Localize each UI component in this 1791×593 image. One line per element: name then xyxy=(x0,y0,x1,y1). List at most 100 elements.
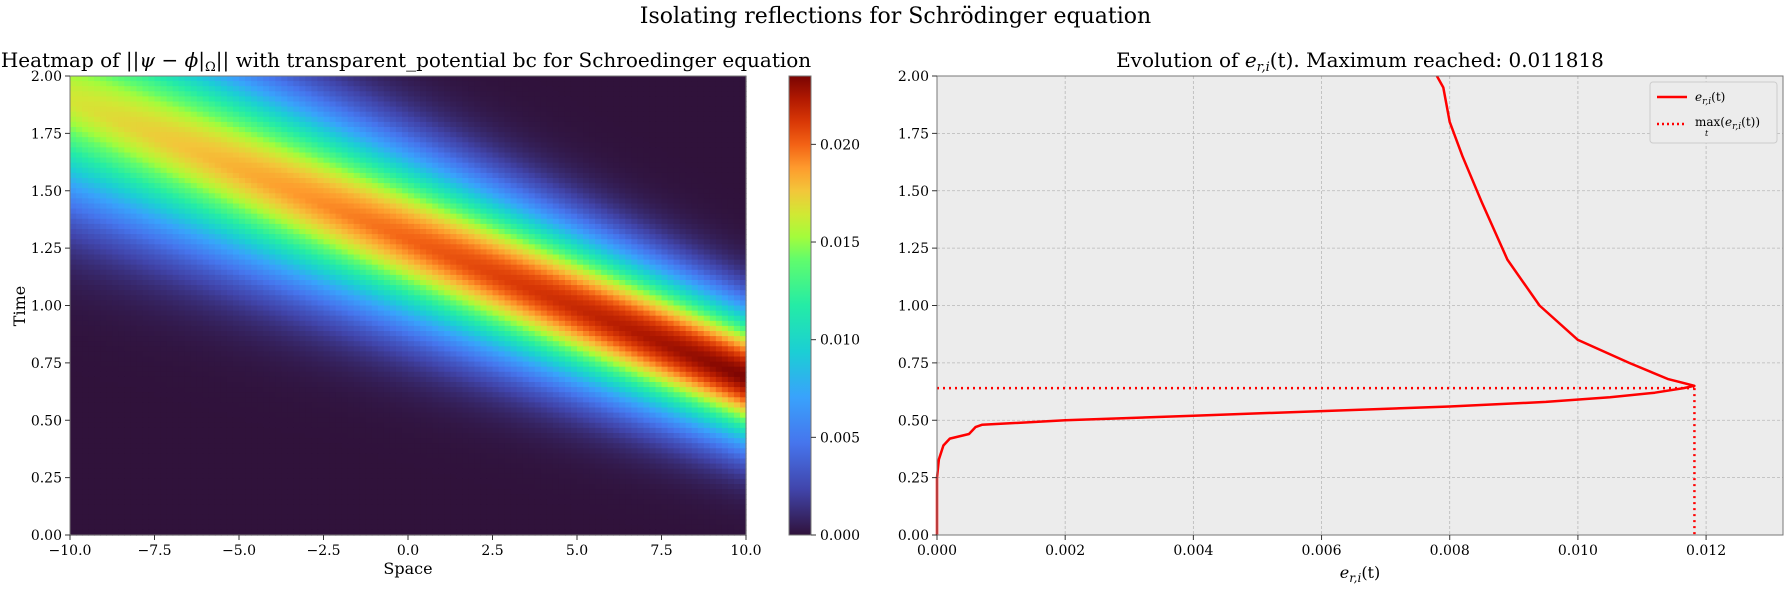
heatmap-cell xyxy=(359,111,367,118)
heatmap-cell xyxy=(631,239,638,245)
heatmap-cell xyxy=(444,76,451,82)
heatmap-cell xyxy=(450,193,457,199)
heatmap-cell xyxy=(583,157,590,164)
heatmap-cell xyxy=(130,81,137,87)
heatmap-cell xyxy=(552,137,560,143)
heatmap-cell xyxy=(625,76,632,82)
heatmap-cell xyxy=(552,86,560,92)
heatmap-cell xyxy=(715,229,723,235)
heatmap-cell xyxy=(739,76,747,82)
heatmap-cell xyxy=(540,81,548,87)
heatmap-cell xyxy=(486,290,494,296)
heatmap-cell xyxy=(94,218,101,225)
heatmap-cell xyxy=(426,111,433,118)
heatmap-cell xyxy=(673,193,681,199)
heatmap-cell xyxy=(112,203,119,210)
heatmap-cell xyxy=(383,127,391,133)
heatmap-cell xyxy=(655,96,663,103)
heatmap-cell xyxy=(335,280,343,286)
heatmap-cell xyxy=(697,203,705,210)
heatmap-cell xyxy=(347,203,355,210)
heatmap-cell xyxy=(323,254,331,261)
heatmap-cell xyxy=(353,188,361,194)
heatmap-cell xyxy=(739,249,747,256)
heatmap-cell xyxy=(522,116,530,123)
heatmap-cell xyxy=(697,259,705,266)
heatmap-cell xyxy=(655,213,663,220)
heatmap-cell xyxy=(492,269,500,276)
heatmap-cell xyxy=(408,259,415,266)
heatmap-cell xyxy=(625,101,632,108)
heatmap-cell xyxy=(685,290,693,296)
heatmap-cell xyxy=(142,183,150,189)
heatmap-cell xyxy=(142,132,150,138)
heatmap-cell xyxy=(607,223,614,230)
heatmap-cell xyxy=(245,152,252,159)
heatmap-cell xyxy=(546,234,554,240)
heatmap-cell xyxy=(154,223,162,230)
heatmap-cell xyxy=(323,300,331,307)
heatmap-cell xyxy=(371,218,379,225)
heatmap-cell xyxy=(643,234,651,240)
heatmap-cell xyxy=(281,259,288,266)
heatmap-cell xyxy=(649,193,657,199)
heatmap-cell xyxy=(245,81,252,87)
heatmap-cell xyxy=(208,229,216,235)
heatmap-cell xyxy=(564,193,572,199)
heatmap-cell xyxy=(679,81,687,87)
heatmap-cell xyxy=(697,157,705,164)
heatmap-cell xyxy=(160,259,168,266)
heatmap-cell xyxy=(691,121,699,128)
heatmap-cell xyxy=(577,111,584,118)
heatmap-cell xyxy=(263,234,270,240)
heatmap-cell xyxy=(395,121,403,128)
heatmap-cell xyxy=(691,162,699,169)
heatmap-cell xyxy=(577,127,584,133)
heatmap-cell xyxy=(395,223,403,230)
heatmap-cell xyxy=(468,264,475,271)
heatmap-cell xyxy=(136,280,144,286)
heatmap-cell xyxy=(178,280,186,286)
heatmap-cell xyxy=(287,239,294,245)
heatmap-cell xyxy=(106,244,113,250)
heatmap-cell xyxy=(353,264,361,271)
heatmap-cell xyxy=(540,218,548,225)
heatmap-cell xyxy=(570,106,578,113)
heatmap-cell xyxy=(643,152,651,159)
heatmap-cell xyxy=(76,229,83,235)
heatmap-cell xyxy=(389,229,397,235)
heatmap-cell xyxy=(335,76,343,82)
heatmap-cell xyxy=(631,172,638,179)
heatmap-cell xyxy=(226,300,234,307)
heatmap-cell xyxy=(655,203,663,210)
heatmap-cell xyxy=(124,111,131,118)
heatmap-cell xyxy=(323,234,331,240)
heatmap-cell xyxy=(589,234,596,240)
heatmap-cell xyxy=(733,208,741,215)
heatmap-cell xyxy=(317,208,325,215)
heatmap-cell xyxy=(130,132,137,138)
heatmap-cell xyxy=(239,213,246,220)
heatmap-cell xyxy=(251,101,258,108)
heatmap-cell xyxy=(323,178,331,184)
heatmap-cell xyxy=(305,167,313,174)
heatmap-cell xyxy=(540,152,548,159)
heatmap-cell xyxy=(528,229,536,235)
heatmap-cell xyxy=(232,290,240,296)
heatmap-cell xyxy=(703,111,711,118)
heatmap-cell xyxy=(432,269,439,276)
heatmap-cell xyxy=(721,152,729,159)
heatmap-cell xyxy=(184,239,192,245)
heatmap-cell xyxy=(739,96,747,103)
heatmap-cell xyxy=(420,172,427,179)
heatmap-cell xyxy=(450,157,457,164)
heatmap-cell xyxy=(257,285,264,291)
heatmap-cell xyxy=(124,280,131,286)
heatmap-cell xyxy=(444,249,451,256)
heatmap-cell xyxy=(444,264,451,271)
heatmap-cell xyxy=(305,290,313,296)
heatmap-cell xyxy=(70,269,77,276)
heatmap-cell xyxy=(178,229,186,235)
heatmap-cell xyxy=(275,290,282,296)
heatmap-cell xyxy=(287,198,294,205)
